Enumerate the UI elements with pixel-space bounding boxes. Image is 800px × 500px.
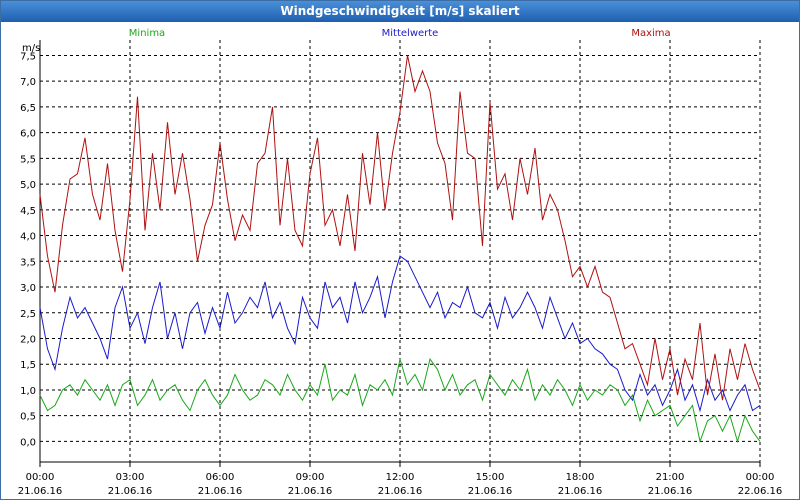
legend: Minima Mittelwerte Maxima (129, 28, 671, 39)
y-tick-label: 4,0 (20, 232, 36, 243)
x-tick-date: 21.06.16 (648, 486, 693, 497)
tick-labels: 0,0 0,5 1,0 1,5 2,0 2,5 3,0 3,5 4,0 4,5 5,0 5,5 6,0 6… (18, 43, 783, 497)
series-lines (39, 55, 761, 444)
y-axis-unit: m/s (22, 43, 40, 54)
x-tick-date: 21.06.16 (108, 486, 153, 497)
x-tick-date: 21.06.16 (288, 486, 333, 497)
x-tick-time: 21:00 (656, 472, 685, 483)
y-tick-label: 5,0 (20, 180, 36, 191)
y-tick-label: 2,5 (20, 309, 36, 320)
series-line-mittelwerte (39, 255, 761, 413)
y-tick-label: 0,5 (20, 412, 36, 423)
y-tick-label: 7,0 (20, 77, 36, 88)
y-tick-label: 1,5 (20, 360, 36, 371)
y-tick-label: 5,5 (20, 154, 36, 165)
x-tick-time: 18:00 (566, 472, 595, 483)
grid (40, 40, 761, 462)
y-tick-label: 3,0 (20, 283, 36, 294)
legend-mittelwerte: Mittelwerte (382, 28, 439, 39)
x-tick-time: 09:00 (296, 472, 325, 483)
x-tick-time: 03:00 (116, 472, 145, 483)
x-tick-date: 21.06.16 (468, 486, 513, 497)
x-tick-date: 21.06.16 (558, 486, 603, 497)
y-tick-label: 7,5 (20, 51, 36, 62)
x-tick-time: 12:00 (386, 472, 415, 483)
y-tick-label: 2,0 (20, 334, 36, 345)
x-tick-date: 21.06.16 (18, 486, 63, 497)
window-title: Windgeschwindigkeit [m/s] skaliert (1, 1, 799, 22)
y-tick-label: 0,0 (20, 437, 36, 448)
y-tick-label: 3,5 (20, 257, 36, 268)
x-tick-time: 06:00 (206, 472, 235, 483)
series-line-maxima (39, 55, 761, 401)
x-tick-date: 21.06.16 (198, 486, 243, 497)
x-tick-time: 15:00 (476, 472, 505, 483)
y-tick-label: 6,5 (20, 103, 36, 114)
legend-maxima: Maxima (631, 28, 670, 39)
y-tick-label: 6,0 (20, 129, 36, 140)
y-tick-label: 1,0 (20, 386, 36, 397)
series-line-minima (39, 357, 761, 444)
x-tick-date: 22.06.16 (738, 486, 783, 497)
axes (39, 40, 761, 467)
x-tick-time: 00:00 (26, 472, 55, 483)
legend-minima: Minima (129, 28, 165, 39)
x-tick-date: 21.06.16 (378, 486, 423, 497)
x-tick-time: 00:00 (746, 472, 775, 483)
y-tick-label: 4,5 (20, 206, 36, 217)
